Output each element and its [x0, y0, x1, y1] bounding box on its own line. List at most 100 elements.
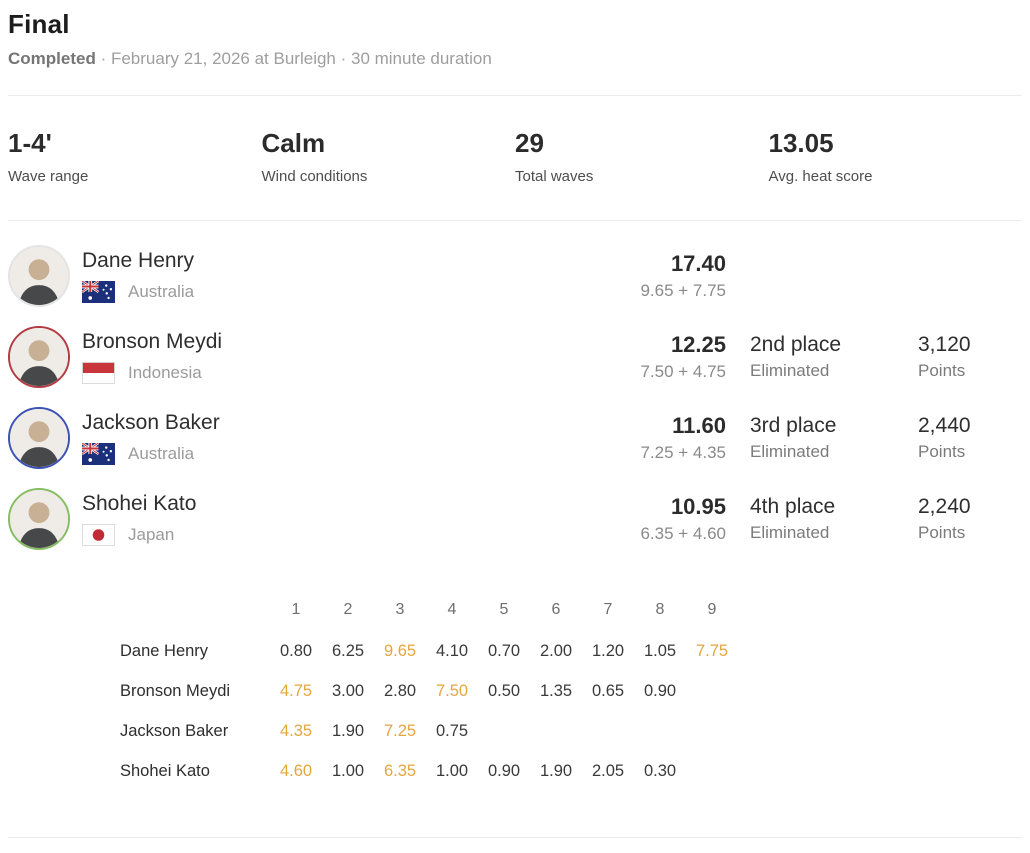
person-silhouette-icon: [10, 247, 68, 306]
surfer-name[interactable]: Dane Henry: [82, 249, 195, 273]
place-status: Eliminated: [750, 442, 830, 462]
australia-flag-icon: [82, 443, 115, 466]
wave-table-header: 1 2 3 4 5 6 7 8 9: [120, 588, 1022, 632]
wave-score: 0.90: [643, 682, 677, 701]
heat-score-breakdown: 7.50 + 4.75: [640, 361, 726, 381]
stat-value: 29: [515, 128, 544, 158]
points-label: Points: [918, 442, 966, 462]
heat-score-breakdown: 9.65 + 7.75: [640, 280, 726, 300]
wave-score: 1.35: [539, 682, 573, 701]
stat-item: 29 Total waves: [515, 128, 769, 185]
header-divider: [8, 95, 1022, 96]
stat-label: Avg. heat score: [768, 167, 873, 185]
wave-score: 4.75: [279, 682, 313, 701]
heat-score: 11.60 7.25 + 4.35: [576, 412, 726, 463]
country-name: Australia: [128, 444, 195, 464]
surfer-nation: Australia: [82, 443, 576, 466]
wave-number-header: 6: [551, 600, 561, 618]
wave-table-row: Shohei Kato 4.60 1.00 6.35 1.00 0.90 1.90 2.05…: [120, 752, 1022, 792]
wave-score: 1.90: [331, 722, 365, 741]
heat-subtitle: Completed · February 21, 2026 at Burleig…: [8, 49, 1022, 69]
surfer-row[interactable]: Shohei Kato Japan: [8, 479, 1022, 560]
surfer-identity: Dane Henry: [82, 249, 576, 304]
surfer-row[interactable]: Bronson Meydi Indonesia: [8, 317, 1022, 398]
stat-label: Total waves: [515, 167, 594, 185]
heat-stats: 1-4' Wave range Calm Wind conditions 29 …: [8, 96, 1022, 220]
surfer-row[interactable]: Dane Henry: [8, 236, 1022, 317]
surfer-identity: Shohei Kato Japan: [82, 492, 576, 547]
wave-score: 7.75: [695, 642, 729, 661]
wave-score: 1.05: [643, 642, 677, 661]
wave-score: 0.50: [487, 682, 521, 701]
wave-score: 1.20: [591, 642, 625, 661]
footer-divider: [8, 836, 1022, 838]
wave-score: 0.30: [643, 762, 677, 781]
wave-row-surfer-name: Dane Henry: [120, 642, 209, 661]
stats-divider: [8, 219, 1022, 221]
place-label: 2nd place: [750, 333, 842, 357]
wave-table-row: Dane Henry 0.80 6.25 9.65 4.10 0.70 2.00 1.20 1…: [120, 632, 1022, 672]
points-label: Points: [918, 523, 966, 543]
surfer-name[interactable]: Jackson Baker: [82, 411, 220, 435]
surfer-avatar[interactable]: [8, 245, 70, 308]
surfer-results-list: Dane Henry: [8, 221, 1022, 560]
wave-number-header: 3: [395, 600, 405, 618]
stat-label: Wind conditions: [261, 167, 368, 185]
placement: 3rd place Eliminated: [726, 414, 918, 462]
stat-value: 1-4': [8, 128, 52, 158]
wave-score: 2.05: [591, 762, 625, 781]
wave-score: 3.00: [331, 682, 365, 701]
heat-total-score: 10.95: [670, 493, 726, 519]
wave-score-cells: 0.80 6.25 9.65 4.10 0.70 2.00 1.20 1.05 7.75: [270, 642, 738, 661]
points: 2,240 Points: [918, 495, 1022, 543]
country-name: Japan: [128, 525, 175, 545]
points-value: 2,240: [918, 495, 971, 519]
wave-number-header: 1: [291, 600, 301, 618]
wave-scores-table: 1 2 3 4 5 6 7 8 9 Dane Henry 0.80 6.25 9.65 4.10 0.7…: [120, 588, 1022, 792]
wave-score: 4.10: [435, 642, 469, 661]
wave-score: 0.75: [435, 722, 469, 741]
heat-score-breakdown: 7.25 + 4.35: [640, 442, 726, 462]
person-silhouette-icon: [10, 490, 68, 549]
wave-table-row: Bronson Meydi 4.75 3.00 2.80 7.50 0.50 1.35 0.…: [120, 672, 1022, 712]
surfer-identity: Jackson Baker: [82, 411, 576, 466]
placement: 4th place Eliminated: [726, 495, 918, 543]
place-label: 4th place: [750, 495, 836, 519]
wave-score: 9.65: [383, 642, 417, 661]
points-value: 3,120: [918, 333, 971, 357]
wave-score: 4.35: [279, 722, 313, 741]
wave-score: 1.00: [331, 762, 365, 781]
surfer-row[interactable]: Jackson Baker: [8, 398, 1022, 479]
heat-total-score: 12.25: [670, 331, 726, 357]
wave-score: 7.25: [383, 722, 417, 741]
wave-score: 0.65: [591, 682, 625, 701]
heat-total-score: 11.60: [672, 412, 726, 438]
wave-score: 2.00: [539, 642, 573, 661]
place-status: Eliminated: [750, 523, 830, 543]
place-status: Eliminated: [750, 361, 830, 381]
heat-score: 17.40 9.65 + 7.75: [576, 251, 726, 301]
wave-table-body: Dane Henry 0.80 6.25 9.65 4.10 0.70 2.00 1.20 1…: [120, 632, 1022, 792]
wave-score: 1.90: [539, 762, 573, 781]
stat-item: 13.05 Avg. heat score: [768, 128, 1023, 185]
surfer-nation: Australia: [82, 281, 576, 304]
wave-number-header: 9: [707, 600, 717, 618]
wave-row-surfer-name: Jackson Baker: [120, 722, 229, 741]
heat-meta: · February 21, 2026 at Burleigh · 30 min…: [100, 49, 492, 68]
stat-item: Calm Wind conditions: [261, 128, 516, 185]
surfer-avatar[interactable]: [8, 326, 70, 389]
wave-score: 0.80: [279, 642, 313, 661]
wave-score: 7.50: [435, 682, 469, 701]
surfer-avatar[interactable]: [8, 407, 70, 470]
person-silhouette-icon: [10, 409, 68, 468]
wave-table-row: Jackson Baker 4.35 1.90 7.25 0.75: [120, 712, 1022, 752]
page-title: Final: [8, 9, 70, 39]
surfer-name[interactable]: Bronson Meydi: [82, 330, 223, 354]
wave-row-surfer-name: Bronson Meydi: [120, 682, 231, 701]
surfer-name[interactable]: Shohei Kato: [82, 492, 197, 516]
wave-score: 6.35: [383, 762, 417, 781]
country-name: Indonesia: [128, 363, 202, 383]
country-name: Australia: [128, 282, 195, 302]
surfer-avatar[interactable]: [8, 488, 70, 551]
